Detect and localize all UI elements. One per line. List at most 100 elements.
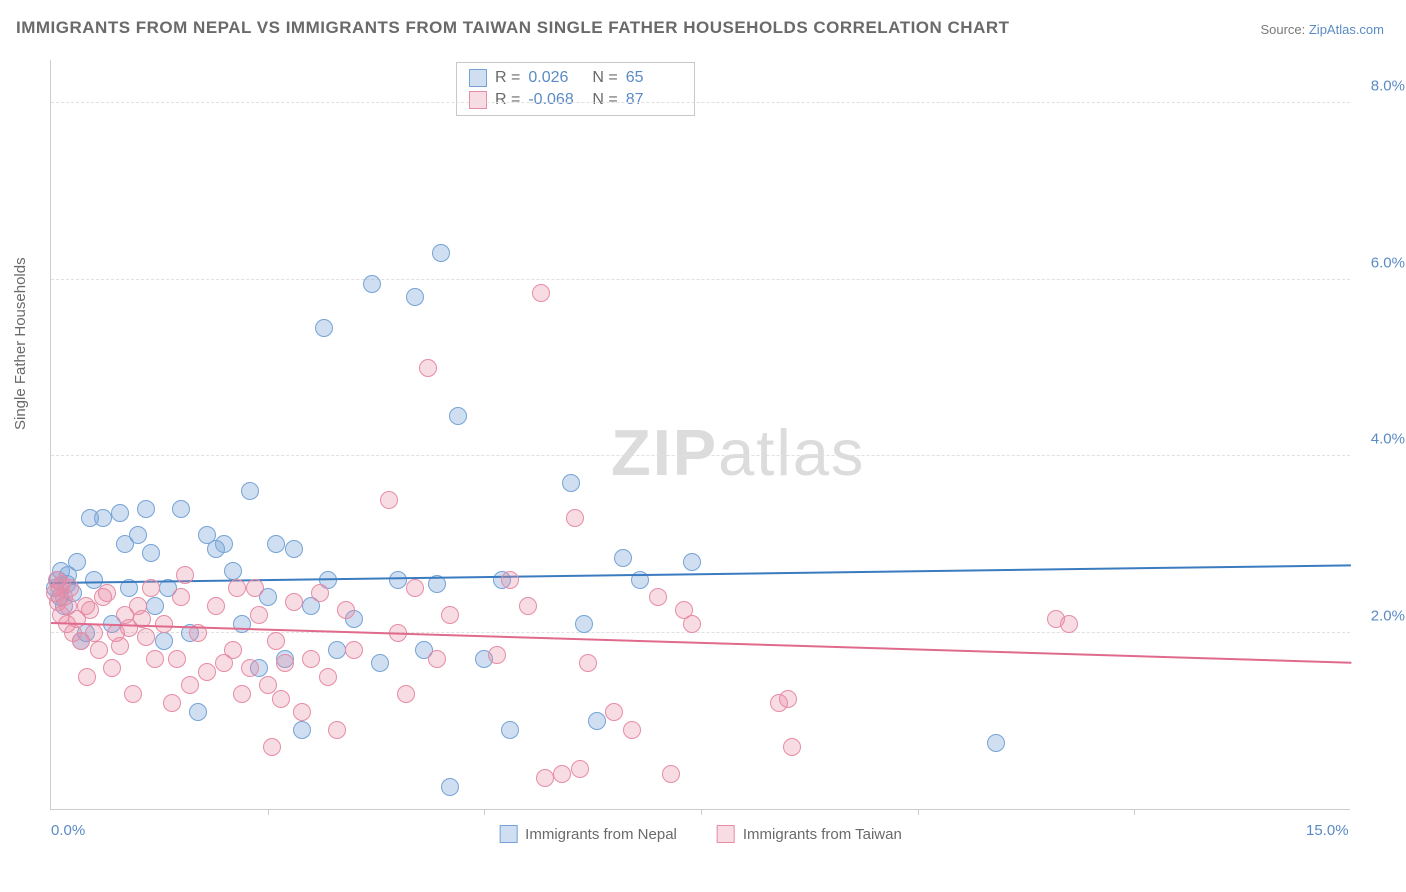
scatter-point [172,500,190,518]
x-minor-tick [918,809,919,815]
x-minor-tick [1134,809,1135,815]
source-link[interactable]: ZipAtlas.com [1309,22,1384,37]
scatter-point [263,738,281,756]
scatter-point [432,244,450,262]
legend-label: Immigrants from Nepal [525,826,677,843]
scatter-point [501,721,519,739]
scatter-point [224,562,242,580]
scatter-point [987,734,1005,752]
n-label: N = [592,69,617,87]
scatter-point [588,712,606,730]
scatter-point [315,319,333,337]
scatter-point [501,571,519,589]
watermark: ZIPatlas [611,415,865,490]
scatter-point [172,588,190,606]
y-axis-label: Single Father Households [12,257,29,430]
r-value: 0.026 [528,69,584,87]
scatter-point [302,650,320,668]
scatter-point [224,641,242,659]
scatter-point [215,535,233,553]
n-value: 87 [626,91,682,109]
scatter-point [285,540,303,558]
watermark-light: atlas [718,416,865,489]
series-swatch [469,91,487,109]
scatter-point [406,288,424,306]
scatter-point [189,703,207,721]
scatter-point [155,615,173,633]
scatter-point [428,650,446,668]
scatter-point [575,615,593,633]
watermark-bold: ZIP [611,416,718,489]
x-tick-label: 15.0% [1306,822,1349,839]
trend-line [51,622,1351,664]
scatter-point [246,579,264,597]
gridline [51,279,1350,280]
scatter-point [142,579,160,597]
scatter-point [389,571,407,589]
gridline [51,102,1350,103]
source-attribution: Source: ZipAtlas.com [1260,22,1384,37]
scatter-point [328,721,346,739]
series-swatch [469,69,487,87]
scatter-point [623,721,641,739]
scatter-point [103,659,121,677]
scatter-point [61,579,79,597]
scatter-point [181,676,199,694]
scatter-point [228,579,246,597]
legend-item: Immigrants from Nepal [499,825,677,843]
scatter-point [662,765,680,783]
r-value: -0.068 [528,91,584,109]
scatter-point [111,504,129,522]
scatter-point [566,509,584,527]
scatter-point [293,703,311,721]
y-tick-label: 8.0% [1371,78,1405,95]
scatter-point [488,646,506,664]
y-tick-label: 2.0% [1371,607,1405,624]
scatter-point [649,588,667,606]
scatter-point [176,566,194,584]
scatter-point [536,769,554,787]
source-prefix: Source: [1260,22,1308,37]
scatter-point [419,359,437,377]
scatter-point [276,654,294,672]
scatter-point [207,597,225,615]
scatter-point [441,606,459,624]
y-tick-label: 6.0% [1371,254,1405,271]
legend-label: Immigrants from Taiwan [743,826,902,843]
scatter-point [285,593,303,611]
scatter-point [78,668,96,686]
scatter-point [146,650,164,668]
legend-swatch [717,825,735,843]
scatter-point [142,544,160,562]
scatter-point [345,641,363,659]
scatter-point [337,601,355,619]
scatter-point [380,491,398,509]
scatter-point [605,703,623,721]
scatter-point [319,668,337,686]
scatter-point [137,500,155,518]
scatter-point [571,760,589,778]
scatter-point [233,685,251,703]
scatter-point [562,474,580,492]
scatter-point [250,606,268,624]
scatter-point [94,509,112,527]
x-minor-tick [701,809,702,815]
scatter-point [267,632,285,650]
scatter-point [90,641,108,659]
scatter-point [683,553,701,571]
scatter-point [532,284,550,302]
r-label: R = [495,91,520,109]
x-minor-tick [484,809,485,815]
legend-item: Immigrants from Taiwan [717,825,902,843]
chart-plot-area: ZIPatlas R =0.026N =65R =-0.068N =87 Imm… [50,60,1350,810]
stats-row: R = -0.068 N = 87 [469,89,682,111]
stats-row: R =0.026N =65 [469,67,682,89]
scatter-point [449,407,467,425]
scatter-point [98,584,116,602]
n-label: N = [592,91,617,109]
scatter-point [168,650,186,668]
scatter-point [241,659,259,677]
n-value: 65 [626,69,682,87]
correlation-stats-box: R = 0.026 N = 65 R = -0.068 N = 87 [456,62,695,116]
scatter-point [129,526,147,544]
